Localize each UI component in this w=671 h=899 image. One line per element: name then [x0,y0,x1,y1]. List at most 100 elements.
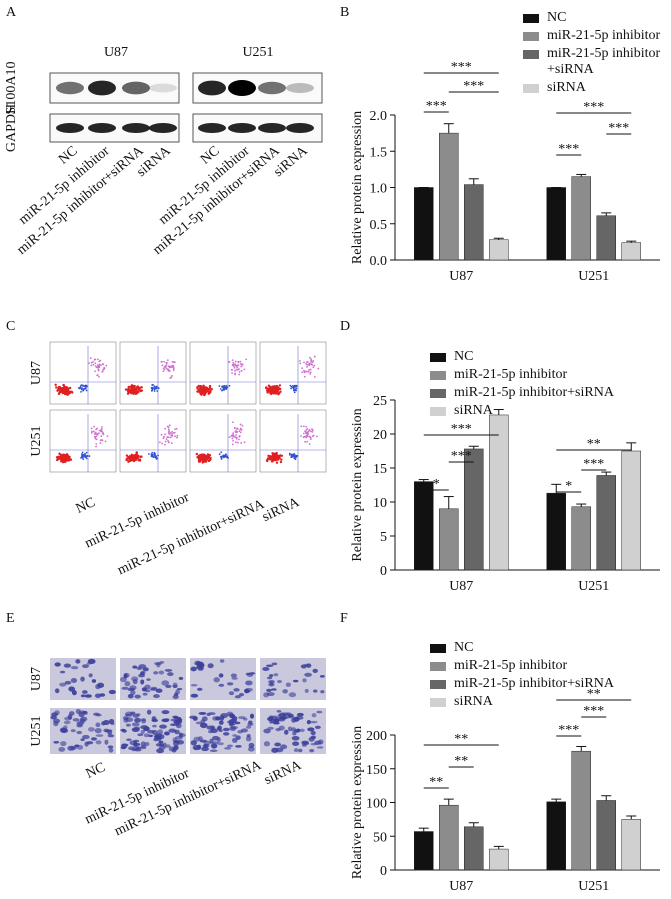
cell-dot [272,452,275,455]
cell-dot [164,427,167,430]
cell-dot [227,457,230,459]
cell-dot [235,430,238,432]
cell-dot [235,437,238,440]
cell-dot [238,368,240,370]
cell-dot [80,384,83,387]
cell-blob [218,683,225,687]
cell-dot [292,386,294,389]
cell-blob [219,659,225,663]
cell-blob [158,670,165,675]
cell-blob [248,742,255,749]
cell-dot [151,388,154,391]
cell-dot [80,455,83,458]
cell-dot [95,438,98,441]
cell-dot [155,455,157,458]
cell-blob [76,724,83,728]
row-label: U87 [29,667,44,691]
cell-dot [85,389,88,392]
cell-blob [178,676,184,680]
cell-blob [59,682,67,687]
cell-blob [197,687,203,691]
cell-dot [275,454,279,457]
cell-dot [125,454,129,457]
cell-dot [81,384,84,387]
cell-blob [277,679,282,684]
cell-dot [309,373,312,375]
cell-dot [153,390,156,392]
cell-blob [141,718,146,722]
cell-blob [162,742,167,748]
cell-dot [201,456,205,460]
cell-dot [305,361,308,363]
cell-dot [90,364,93,367]
cell-blob [247,722,254,726]
cell-dot [222,389,224,391]
cell-dot [68,390,72,393]
cell-blob [192,716,198,721]
cell-dot [295,456,297,459]
cell-dot [223,384,226,387]
cell-blob [310,735,317,740]
cell-dot [97,432,100,435]
y-tick-label: 20 [373,428,387,443]
cell-blob [197,666,204,671]
cell-blob [296,712,304,717]
cell-blob [121,686,129,690]
x-tick-label: U87 [449,579,473,594]
cell-dot [83,455,86,458]
cell-dot [310,430,312,433]
bar [464,448,484,571]
cell-blob [80,694,86,698]
cell-dot [164,440,167,443]
cell-dot [133,454,136,457]
cell-blob [133,739,140,743]
cell-dot [290,387,292,390]
cell-blob [95,684,101,690]
flow-plot [259,341,327,405]
cell-blob [266,688,272,692]
legend-item: siRNA [430,403,660,419]
cell-dot [239,428,242,431]
cell-dot [98,366,101,369]
cell-dot [164,433,167,436]
cell-blob [132,713,140,718]
cell-dot [58,391,61,395]
cell-dot [268,458,272,461]
panel-letter: A [6,5,17,20]
cell-dot [204,460,208,463]
cell-dot [228,436,231,439]
legend-label: miR-21-5p inhibitor+siRNA [454,676,614,691]
cell-dot [273,456,276,460]
cell-blob [126,738,132,741]
legend-swatch [430,353,446,362]
legend: NC miR-21-5p inhibitor miR-21-5p inhibitor… [430,640,660,712]
cell-dot [234,369,236,372]
cell-blob [210,743,218,749]
cell-blob [291,735,300,741]
cell-dot [270,460,274,463]
cell-blob [71,690,77,696]
bar [414,187,434,261]
y-axis-label: Relative protein expression [350,408,365,561]
cell-line-label: U87 [104,45,128,60]
cell-dot [98,375,100,378]
y-tick-label: 15 [373,462,387,477]
cell-blob [190,666,197,672]
cell-blob [95,722,101,728]
cell-dot [239,360,242,363]
cell-dot [93,358,96,361]
cell-dot [171,430,174,433]
bar [621,450,641,571]
legend-item: miR-21-5p inhibitor [523,28,663,44]
blot-band [149,123,177,133]
cell-dot [80,456,82,459]
cell-blob [304,688,309,693]
cell-dot [65,456,69,460]
cell-dot [99,359,102,362]
cell-blob [286,712,291,715]
cell-dot [77,386,80,389]
cell-blob [293,748,299,753]
cell-dot [195,452,199,456]
bar [464,826,484,871]
cell-blob [262,666,270,671]
